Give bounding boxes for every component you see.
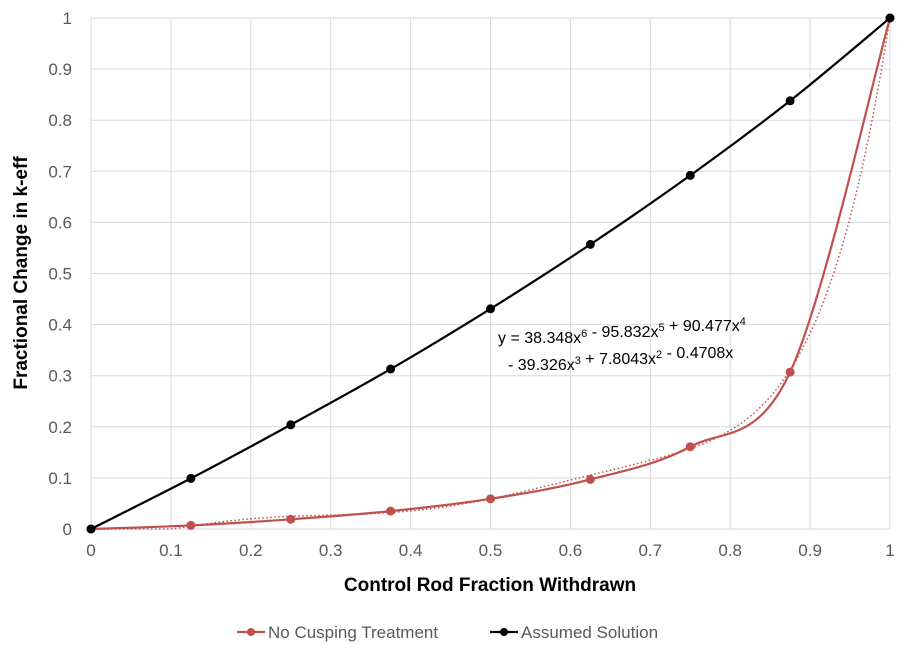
equation-term: + 90.477x (665, 318, 740, 335)
x-tick-label: 1 (885, 541, 894, 560)
exponent: 2 (656, 349, 662, 361)
equation-term: - 39.326x (508, 357, 575, 374)
exponent: 4 (740, 316, 746, 328)
no-cusping-treatment-point (386, 506, 396, 516)
assumed-solution-point (286, 420, 296, 430)
y-tick-label: 0 (63, 520, 72, 539)
assumed-solution-point (386, 364, 396, 374)
trendline-equation: y = 38.348x6 - 95.832x5 + 90.477x4- 39.3… (498, 316, 746, 374)
y-tick-label: 0.1 (48, 469, 72, 488)
y-tick-label: 0.8 (48, 111, 72, 130)
legend-label-assumed-solution: Assumed Solution (521, 623, 658, 642)
no-cusping-treatment-line (90, 17, 892, 531)
x-tick-label: 0 (86, 541, 95, 560)
assumed-solution-point (585, 239, 595, 249)
equation-term: - 95.832x (587, 324, 658, 341)
legend-marker-assumed-solution (500, 628, 508, 636)
y-tick-label: 0.3 (48, 367, 72, 386)
assumed-solution-point (685, 170, 695, 180)
exponent: 3 (575, 355, 581, 367)
legend: No Cusping Treatment Assumed Solution (237, 623, 658, 642)
x-tick-label: 0.8 (718, 541, 742, 560)
no-cusping-treatment-point (486, 494, 495, 504)
legend-label-no-cusping-treatment: No Cusping Treatment (268, 623, 438, 642)
equation-line-1: y = 38.348x6 - 95.832x5 + 90.477x4 (498, 316, 746, 347)
equation-term: - 0.4708x (662, 345, 733, 362)
gridlines (90, 17, 891, 530)
assumed-solution-point (86, 524, 96, 534)
y-tick-label: 0.4 (48, 316, 72, 335)
y-axis-title: Fractional Change in k-eff (11, 156, 32, 390)
x-axis-tick-labels: 0 0.1 0.2 0.3 0.4 0.5 0.6 0.7 0.8 0.9 1 (86, 541, 894, 560)
series-group (86, 13, 895, 534)
no-cusping-treatment-point (785, 367, 795, 377)
y-tick-label: 0.6 (48, 213, 72, 232)
y-axis-tick-labels: 0 0.1 0.2 0.3 0.4 0.5 0.6 0.7 0.8 0.9 1 (48, 9, 72, 539)
assumed-solution-point (186, 473, 196, 483)
no-cusping-treatment-point (186, 520, 196, 530)
x-tick-label: 0.5 (479, 541, 503, 560)
assumed-solution-point (486, 304, 495, 314)
x-tick-label: 0.6 (559, 541, 583, 560)
no-cusping-treatment-point (286, 514, 296, 524)
x-tick-label: 0.9 (798, 541, 822, 560)
no-cusping-treatment-point (685, 442, 695, 452)
y-tick-label: 0.2 (48, 418, 72, 437)
assumed-solution-point (885, 13, 895, 23)
equation-line-2: - 39.326x3 + 7.8043x2 - 0.4708x (508, 345, 733, 374)
x-tick-label: 0.1 (159, 541, 183, 560)
x-tick-label: 0.4 (399, 541, 423, 560)
y-tick-label: 0.7 (48, 162, 72, 181)
x-tick-label: 0.3 (319, 541, 343, 560)
assumed-solution-point (785, 96, 795, 106)
y-tick-label: 1 (63, 9, 72, 28)
exponent: 6 (581, 328, 587, 340)
x-tick-label: 0.2 (239, 541, 263, 560)
equation-term: + 7.8043x (581, 351, 656, 368)
y-tick-label: 0.5 (48, 265, 72, 284)
assumed-solution-line (90, 17, 891, 530)
legend-marker-no-cusping-treatment (247, 628, 255, 636)
exponent: 5 (658, 322, 664, 334)
no-cusping-treatment-point (585, 474, 595, 484)
x-tick-label: 0.7 (638, 541, 662, 560)
x-axis-title: Control Rod Fraction Withdrawn (344, 575, 636, 596)
equation-term: y = 38.348x (498, 330, 581, 347)
y-tick-label: 0.9 (48, 60, 72, 79)
